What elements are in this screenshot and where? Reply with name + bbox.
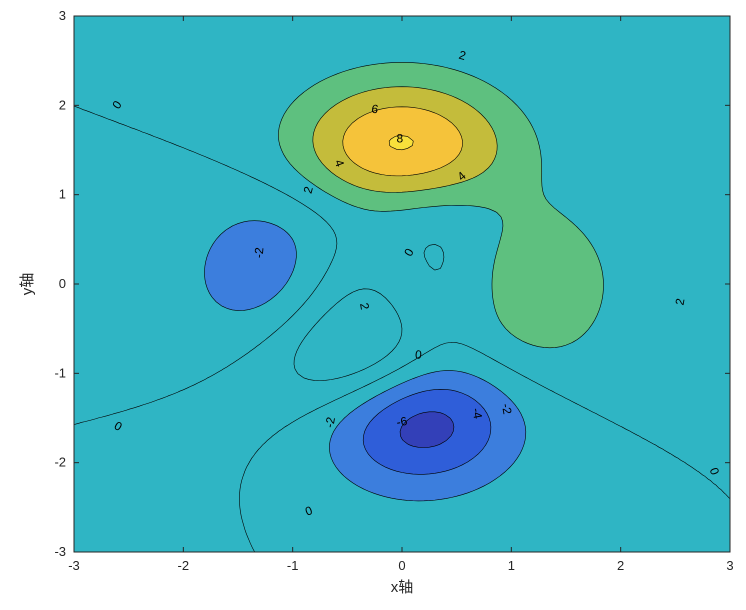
contour-label: -2	[252, 246, 267, 258]
contour-label: 8	[396, 131, 403, 145]
x-tick-label: -3	[68, 558, 80, 573]
x-tick-label: 0	[398, 558, 405, 573]
y-axis-label: y轴	[19, 273, 36, 296]
x-tick-label: 1	[508, 558, 515, 573]
contour-fills	[74, 16, 730, 552]
y-tick-label: 3	[59, 8, 66, 23]
x-tick-label: 2	[617, 558, 624, 573]
x-tick-label: -1	[287, 558, 299, 573]
y-tick-label: 2	[59, 97, 66, 112]
y-tick-label: -3	[54, 544, 66, 559]
y-tick-label: 0	[59, 276, 66, 291]
x-axis-label: x轴	[391, 579, 414, 596]
y-tick-label: -1	[54, 365, 66, 380]
x-tick-label: -2	[178, 558, 190, 573]
contour-chart: 00000022224468-2-2-2-4-6-3-2-10123-3-2-1…	[0, 0, 746, 610]
y-tick-label: -2	[54, 455, 66, 470]
x-tick-label: 3	[726, 558, 733, 573]
y-tick-label: 1	[59, 187, 66, 202]
